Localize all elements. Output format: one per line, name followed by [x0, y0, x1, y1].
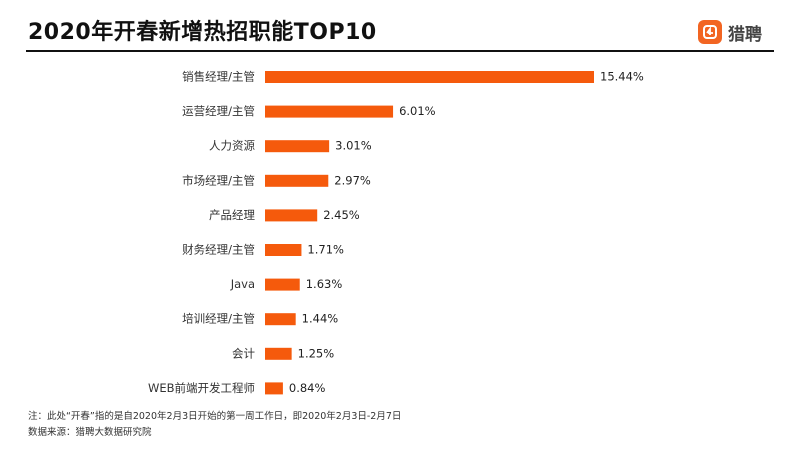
category-label: 市场经理/主管 [182, 173, 255, 187]
footnote: 注：此处“开春”指的是自2020年2月3日开始的第一周工作日，即2020年2月3… [28, 411, 402, 422]
value-label: 2.45% [323, 208, 360, 222]
bar [265, 313, 296, 326]
title-divider [26, 50, 774, 52]
bar [265, 209, 318, 222]
value-label: 2.97% [334, 173, 371, 187]
category-label: WEB前端开发工程师 [148, 381, 255, 395]
bar [265, 382, 283, 395]
category-label: 会计 [232, 346, 255, 360]
data-source: 数据来源：猎聘大数据研究院 [28, 427, 152, 438]
bar [265, 105, 394, 118]
value-label: 3.01% [335, 139, 372, 153]
bar [265, 71, 594, 83]
value-label: 1.44% [302, 312, 339, 326]
category-label: 销售经理/主管 [182, 70, 255, 84]
category-label: 培训经理/主管 [182, 312, 255, 326]
category-label: 人力资源 [209, 139, 255, 153]
bar [265, 140, 330, 153]
category-label: Java [230, 277, 255, 291]
category-label: 财务经理/主管 [182, 243, 255, 257]
category-label: 运营经理/主管 [182, 104, 255, 118]
bar-chart: 销售经理/主管 15.44% 运营经理/主管 6.01% 人力资源 3.01% 市场经理/主… [148, 70, 644, 395]
bar [265, 278, 300, 291]
value-label: 0.84% [289, 381, 326, 395]
value-label: 1.63% [306, 277, 343, 291]
chart-title: 2020年开春新增热招职能TOP10 [28, 20, 377, 45]
logo-icon [698, 20, 722, 44]
bar [265, 174, 329, 187]
brand-name: 猎聘 [728, 24, 762, 45]
value-label: 1.25% [298, 346, 335, 360]
value-label: 6.01% [399, 104, 436, 118]
value-label: 15.44% [600, 70, 644, 84]
category-label: 产品经理 [209, 208, 255, 222]
value-label: 1.71% [307, 243, 344, 257]
bar [265, 244, 302, 256]
brand-logo: 猎聘 [698, 18, 762, 46]
bar [265, 347, 292, 360]
